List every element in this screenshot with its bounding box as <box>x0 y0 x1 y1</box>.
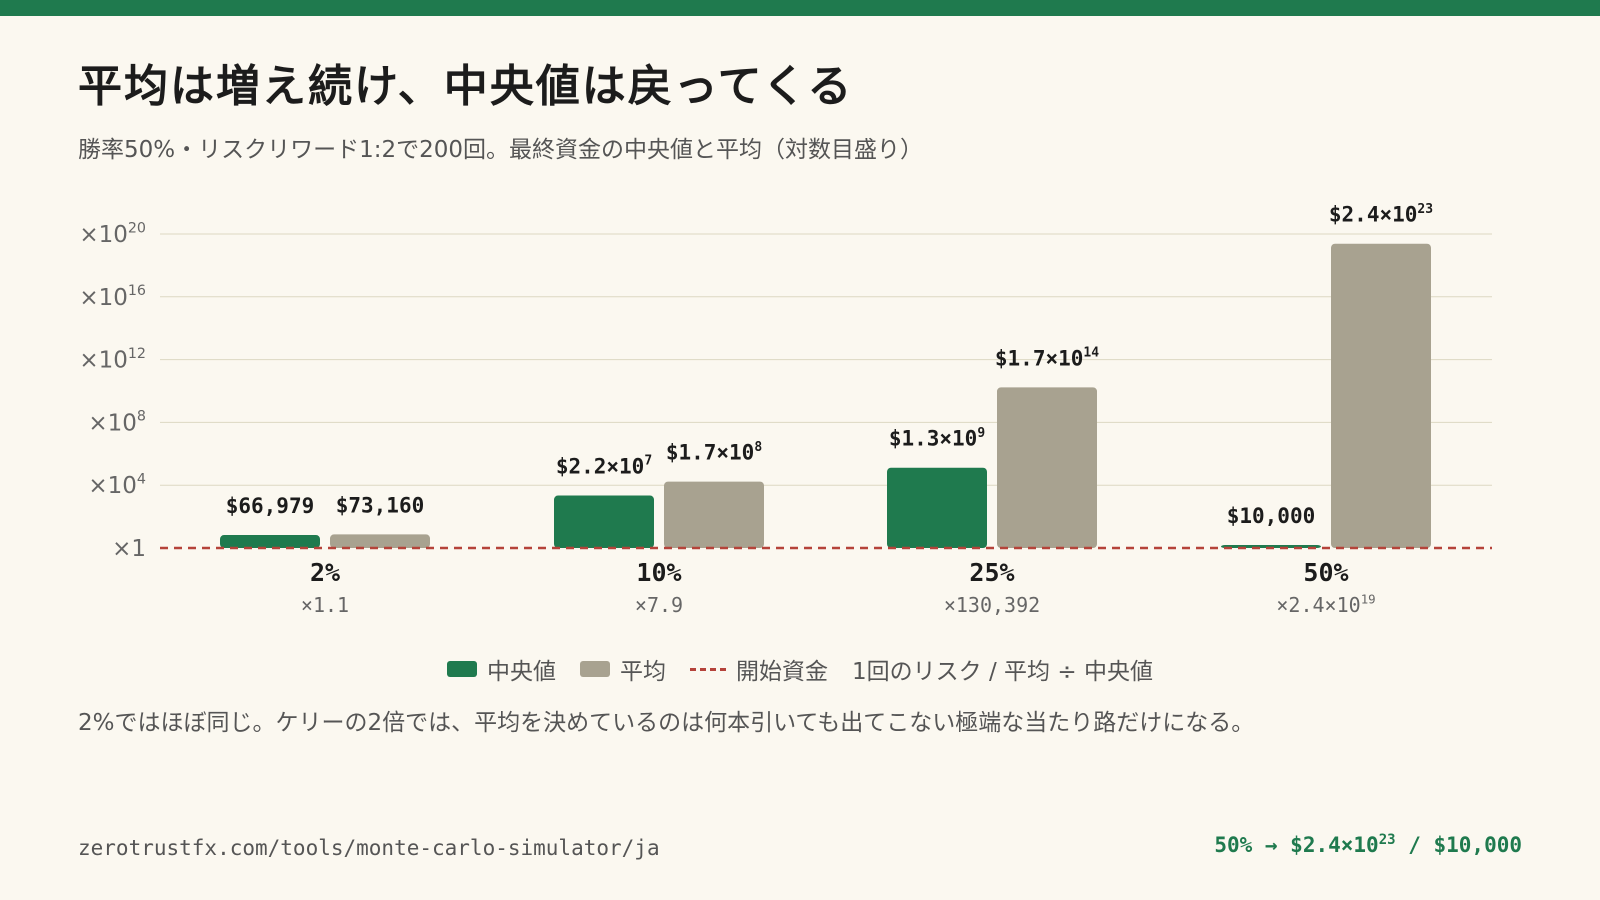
legend-label-mean: 平均 <box>620 659 667 685</box>
median-bar <box>220 535 320 548</box>
footer-summary-suffix: / $10,000 <box>1395 833 1522 857</box>
footer-summary-prefix: 50% → $2.4×10 <box>1214 833 1379 857</box>
x-ratio-label: ×130,392 <box>944 593 1040 617</box>
y-tick-label: ×1 <box>112 536 146 562</box>
y-tick-label: ×1012 <box>79 346 146 374</box>
mean-bar <box>1331 243 1431 548</box>
x-ratio-label: ×7.9 <box>635 593 683 617</box>
chart-legend: 中央値 平均 開始資金 1回のリスク / 平均 ÷ 中央値 <box>0 652 1600 686</box>
legend-item-baseline: 開始資金 <box>690 652 828 686</box>
page-title: 平均は増え続け、中央値は戻ってくる <box>78 61 854 112</box>
mean-bar <box>330 534 430 548</box>
median-value-label: $2.2×107 <box>556 454 652 479</box>
mean-bar <box>664 481 764 548</box>
legend-swatch-baseline <box>690 667 727 671</box>
median-value-label: $66,979 <box>226 494 315 518</box>
footer-summary: 50% → $2.4×1023 / $10,000 <box>1214 832 1522 857</box>
legend-item-median: 中央値 <box>447 652 556 686</box>
x-ratio-label: ×1.1 <box>301 593 349 617</box>
top-accent-bar <box>0 0 1600 16</box>
chart-note: 2%ではほぼ同じ。ケリーの2倍では、平均を決めているのは何本引いても出てこない極… <box>78 710 1255 736</box>
legend-item-mean: 平均 <box>580 652 666 686</box>
footer-url: zerotrustfx.com/tools/monte-carlo-simula… <box>78 836 660 860</box>
x-category-label: 2% <box>310 558 340 587</box>
y-tick-label: ×104 <box>88 472 146 500</box>
y-tick-label: ×1016 <box>79 283 146 311</box>
mean-value-label: $1.7×108 <box>666 440 763 465</box>
mean-value-label: $2.4×1023 <box>1329 202 1433 227</box>
legend-label-median: 中央値 <box>487 659 557 685</box>
y-tick-label: ×108 <box>88 409 146 437</box>
footer-summary-exp: 23 <box>1378 832 1396 848</box>
x-category-label: 10% <box>636 558 681 587</box>
legend-swatch-median <box>447 661 478 677</box>
legend-item-ratio-note: 1回のリスク / 平均 ÷ 中央値 <box>852 652 1153 686</box>
median-value-label: $1.3×109 <box>889 426 985 451</box>
x-category-label: 50% <box>1303 558 1348 587</box>
x-ratio-label: ×2.4×1019 <box>1276 592 1375 617</box>
mean-value-label: $73,160 <box>336 493 425 517</box>
legend-swatch-mean <box>580 661 611 677</box>
mean-bar <box>997 387 1097 548</box>
bar-chart: ×1 ×104 ×108 ×1012 ×1016 ×1020 $66,979 $2.2×107… <box>79 202 1492 617</box>
mean-value-label: $1.7×1014 <box>995 346 1099 371</box>
page-subtitle: 勝率50%・リスクリワード1:2で200回。最終資金の中央値と平均（対数目盛り） <box>78 137 924 163</box>
y-tick-label: ×1020 <box>79 220 146 248</box>
legend-label-ratio-note: 1回のリスク / 平均 ÷ 中央値 <box>852 659 1153 685</box>
median-bar <box>887 467 987 548</box>
median-bar <box>554 495 654 548</box>
median-value-label: $10,000 <box>1227 504 1316 528</box>
x-category-label: 25% <box>969 558 1014 587</box>
legend-label-baseline: 開始資金 <box>736 659 829 685</box>
